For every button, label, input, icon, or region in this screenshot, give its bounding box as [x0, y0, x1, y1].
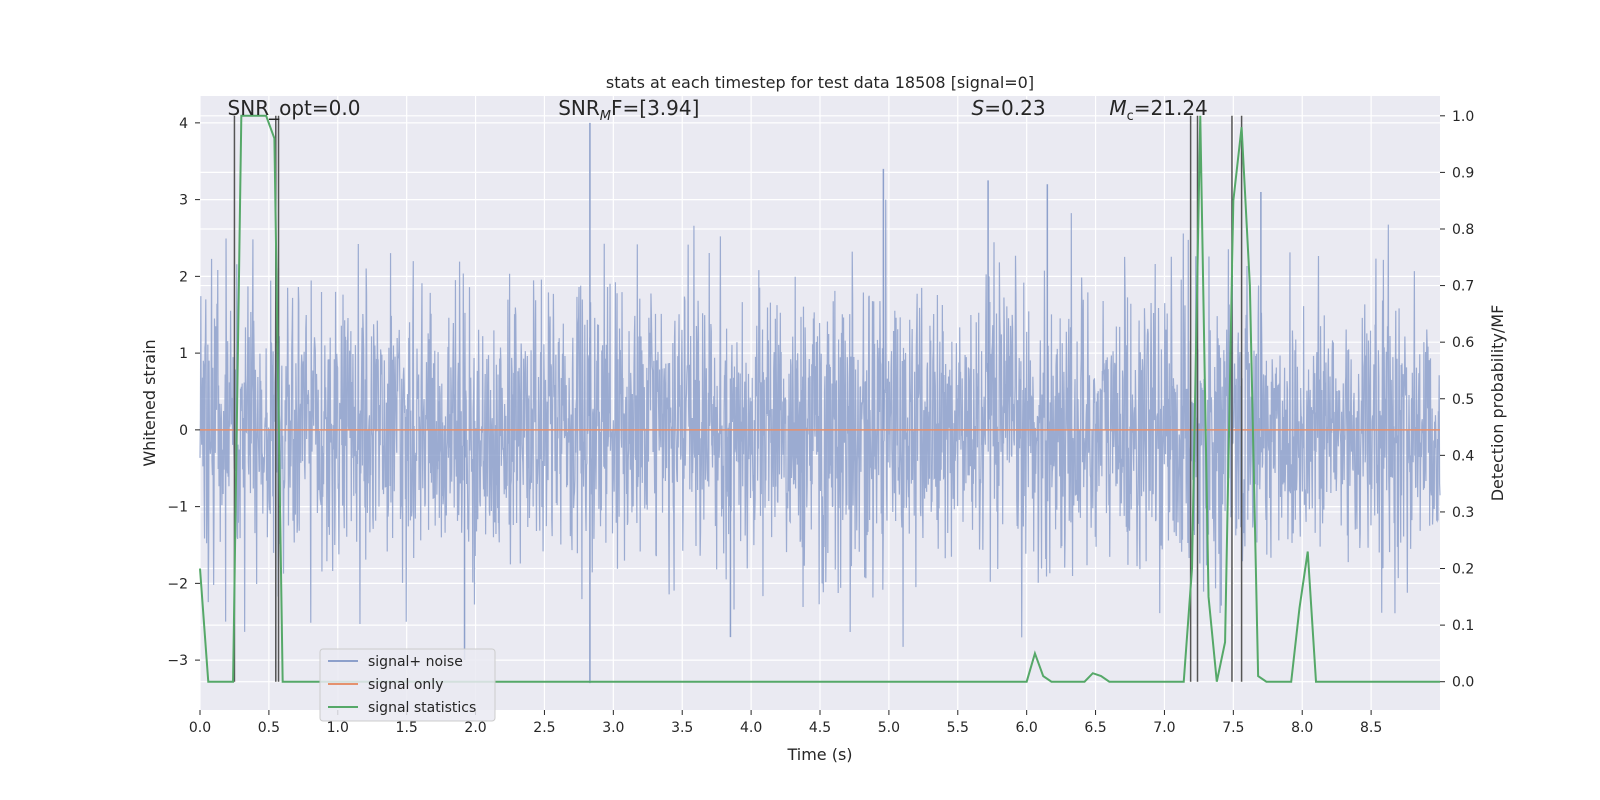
annotation-1: SNRMF=[3.94]: [558, 96, 699, 124]
legend-label-signal-plus-noise: signal+ noise: [368, 654, 463, 670]
y-right-tick-label-9: 0.9: [1452, 165, 1474, 181]
x-tick-label-8: 4.0: [740, 720, 762, 736]
y-right-tick-label-2: 0.2: [1452, 562, 1474, 578]
legend-label-signal-statistics: signal statistics: [368, 700, 476, 716]
x-tick-label-3: 1.5: [396, 720, 418, 736]
x-tick-label-10: 5.0: [878, 720, 900, 736]
y-axis-label-right: Detection probability/MF: [1488, 305, 1507, 502]
x-tick-label-17: 8.5: [1360, 720, 1382, 736]
annotations: SNR_opt=0.0 SNRMF=[3.94] S=0.23 Mc=21.24: [228, 96, 1208, 124]
x-tick-label-0: 0.0: [189, 720, 211, 736]
y-right-tick-label-8: 0.8: [1452, 222, 1474, 238]
axis-ticks: 0.0 0.5 1.0 1.5 2.0 2.5 3.0 3.5 4.0 4.5 5.0 5.5 6.0 6…: [167, 109, 1474, 736]
x-tick-label-12: 6.0: [1016, 720, 1038, 736]
series-signal-statistics: [199, 114, 1440, 683]
annotation-3: Mc=21.24: [1109, 96, 1207, 124]
y-right-tick-label-3: 0.3: [1452, 505, 1474, 521]
x-tick-label-2: 1.0: [327, 720, 349, 736]
x-tick-label-13: 6.5: [1084, 720, 1106, 736]
series-path-signal-plus-noise: [199, 199, 1441, 647]
y-right-tick-label-5: 0.5: [1452, 392, 1474, 408]
y-tick-label-0: −3: [167, 653, 188, 669]
y-tick-label-1: −2: [167, 576, 188, 592]
annotation-2: S=0.23: [972, 96, 1046, 120]
x-tick-label-9: 4.5: [809, 720, 831, 736]
series-path-signal-statistics: [199, 114, 1440, 683]
y-right-tick-label-7: 0.7: [1452, 279, 1474, 295]
y-tick-label-3: 0: [179, 423, 188, 439]
y-tick-label-2: −1: [167, 500, 188, 516]
y-right-tick-label-4: 0.4: [1452, 448, 1474, 464]
x-tick-label-7: 3.5: [671, 720, 693, 736]
x-tick-label-6: 3.0: [602, 720, 624, 736]
y-right-tick-label-0: 0.0: [1452, 675, 1474, 691]
y-tick-label-5: 2: [179, 269, 188, 285]
x-axis-label: Time (s): [786, 745, 852, 764]
y-tick-label-4: 1: [179, 346, 188, 362]
y-right-tick-label-1: 0.1: [1452, 618, 1474, 634]
x-tick-label-15: 7.5: [1222, 720, 1244, 736]
y-axis-label: Whitened strain: [140, 339, 159, 466]
x-tick-label-1: 0.5: [258, 720, 280, 736]
y-right-tick-label-6: 0.6: [1452, 335, 1474, 351]
x-tick-label-5: 2.5: [533, 720, 555, 736]
annotation-0: SNR_opt=0.0: [228, 96, 361, 120]
legend-label-signal-only: signal only: [368, 677, 443, 693]
x-tick-label-14: 7.0: [1153, 720, 1175, 736]
x-tick-label-11: 5.5: [947, 720, 969, 736]
x-tick-label-4: 2.0: [464, 720, 486, 736]
chart-title: stats at each timestep for test data 185…: [606, 73, 1034, 92]
x-tick-label-16: 8.0: [1291, 720, 1313, 736]
legend-box: [319, 648, 496, 722]
legend: signal+ noise signal only signal statist…: [319, 648, 496, 722]
y-tick-label-6: 3: [179, 193, 188, 209]
y-right-tick-label-10: 1.0: [1452, 109, 1474, 125]
y-tick-label-7: 4: [179, 116, 188, 132]
